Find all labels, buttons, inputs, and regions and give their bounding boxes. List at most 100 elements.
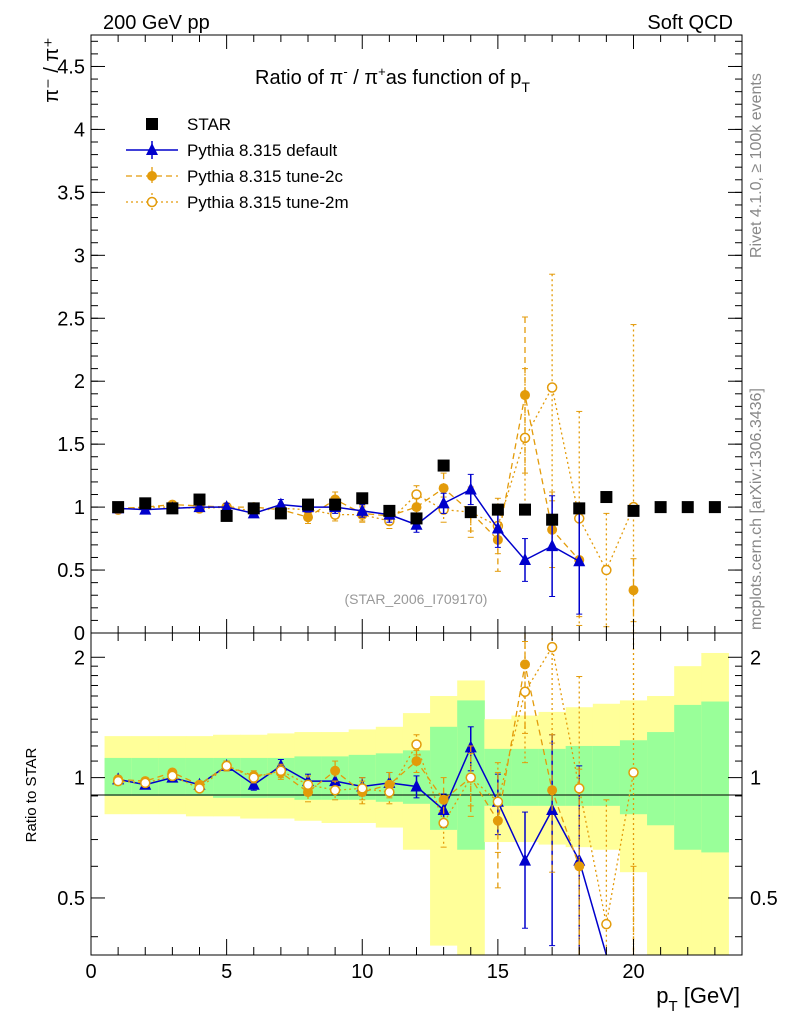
legend-marker [146, 118, 158, 130]
ratio-inner-band [647, 732, 675, 826]
main-title: Ratio of π- / π+as function of pT [255, 64, 530, 95]
main-point [411, 489, 422, 500]
main-point [356, 492, 369, 505]
ratio-point [411, 756, 422, 767]
main-title-suffix: as function of [386, 67, 505, 89]
main-point [247, 502, 260, 515]
main-y-tick-label: 1 [74, 497, 85, 519]
ratio-point [601, 918, 612, 930]
legend: STAR Pythia 8.315 default Pythia 8.315 tun… [126, 115, 349, 212]
main-point [491, 503, 504, 516]
main-x-axis [90, 35, 743, 633]
ratio-point [492, 796, 504, 808]
main-title-minus-sup: - [343, 64, 347, 79]
main-title-p: p [505, 67, 522, 89]
main-point [546, 539, 559, 552]
main-point [627, 504, 640, 517]
main-point [410, 512, 423, 525]
ratio-point [574, 861, 585, 872]
x-axis-label: pT [GeV] [656, 983, 740, 1015]
main-point [411, 502, 422, 513]
analysis-watermark: (STAR_2006_I709170) [345, 591, 488, 607]
main-point [220, 509, 233, 522]
header-left-label: 200 GeV pp [103, 12, 210, 34]
ratio-point [167, 770, 178, 782]
ratio-point [438, 794, 449, 805]
ratio-point [519, 853, 531, 866]
main-point [302, 498, 314, 511]
main-title-prefix: Ratio of [255, 67, 324, 89]
ratio-bands [104, 652, 729, 955]
ratio-point [248, 772, 259, 783]
x-axis-label-sub: T [668, 998, 677, 1015]
main-y-axis-label: π⁻ / π⁺ [41, 37, 63, 102]
legend-entry: Pythia 8.315 tune-2c [187, 167, 343, 186]
ratio-y-tick-label-right: 1 [750, 768, 761, 790]
ratio-panel: 0.5 0.5 1 1 2 2 0 5 10 15 20 Ratio to STAR pT [Ge… [23, 632, 778, 1015]
main-series-line-3 [118, 385, 635, 572]
main-point [491, 521, 504, 534]
legend-marker [146, 143, 158, 155]
main-title-t-sub: T [521, 79, 530, 95]
main-series-line-2 [118, 394, 580, 561]
main-y-tick-label: 2 [74, 371, 85, 393]
side-label-bottom: mcplots.cern.ch [arXiv:1306.3436] [748, 388, 765, 630]
ratio-point [112, 775, 124, 787]
ratio-point [384, 786, 395, 798]
ratio-inner-band [701, 701, 729, 853]
main-y-tick-label: 3 [74, 245, 85, 267]
main-title-pi-minus: π [330, 67, 344, 89]
main-point [601, 564, 612, 576]
ratio-inner-band [592, 745, 621, 806]
main-point [519, 503, 531, 516]
main-point [681, 501, 694, 514]
ratio-data-layer [112, 632, 639, 956]
main-point [329, 498, 342, 511]
ratio-point [329, 784, 341, 796]
main-panel: 0 0.5 1 1.5 2 2.5 3 3.5 4 4.5 π⁻ / π⁺ Ratio of π-… [41, 34, 743, 645]
main-data-layer [112, 273, 721, 634]
ratio-x-tick-label: 10 [351, 961, 373, 983]
main-point [464, 482, 477, 495]
main-point [519, 552, 531, 565]
ratio-point [492, 815, 503, 826]
ratio-point [221, 760, 232, 772]
main-point [437, 496, 450, 509]
main-point [437, 459, 450, 472]
main-y-tick-label: 1.5 [57, 434, 85, 456]
ratio-x-tick-label: 5 [221, 961, 232, 983]
ratio-y-axis: 0.5 0.5 1 1 2 2 [57, 647, 778, 938]
main-point [573, 502, 586, 515]
ratio-y-axis-label: Ratio to STAR [23, 747, 40, 842]
main-y-tick-label: 0.5 [57, 560, 85, 582]
main-y-tick-label: 0 [74, 623, 85, 645]
ratio-x-axis: 0 5 10 15 20 [85, 633, 743, 983]
ratio-y-tick-label-right: 2 [750, 647, 761, 669]
main-point [356, 503, 369, 516]
main-point [383, 504, 396, 517]
x-axis-label-unit: [GeV] [684, 983, 740, 1008]
ratio-point [140, 777, 151, 789]
ratio-point [357, 783, 368, 794]
main-title-plus-sup: + [378, 64, 386, 79]
main-y-axis: 0 0.5 1 1.5 2 2.5 3 3.5 4 4.5 [57, 40, 742, 645]
legend-entry: STAR [187, 115, 231, 134]
main-point [166, 502, 179, 515]
main-y-tick-label: 2.5 [57, 308, 85, 330]
ratio-y-tick-label-right: 0.5 [750, 888, 778, 910]
ratio-point [546, 641, 558, 653]
ratio-x-tick-label: 20 [622, 961, 644, 983]
legend-entry: Pythia 8.315 default [187, 141, 338, 160]
ratio-point [330, 765, 341, 776]
ratio-x-tick-label: 0 [85, 961, 96, 983]
legend-entry: Pythia 8.315 tune-2m [187, 193, 349, 212]
ratio-y-tick-label: 0.5 [57, 888, 85, 910]
ratio-point [574, 783, 585, 794]
main-series-line-1 [118, 488, 580, 562]
main-title-slash: / π [348, 67, 378, 89]
ratio-point [520, 659, 530, 670]
ratio-point [275, 765, 287, 777]
ratio-x-tick-label: 15 [487, 961, 509, 983]
x-axis-label-p: p [656, 983, 668, 1008]
main-point [708, 501, 721, 514]
